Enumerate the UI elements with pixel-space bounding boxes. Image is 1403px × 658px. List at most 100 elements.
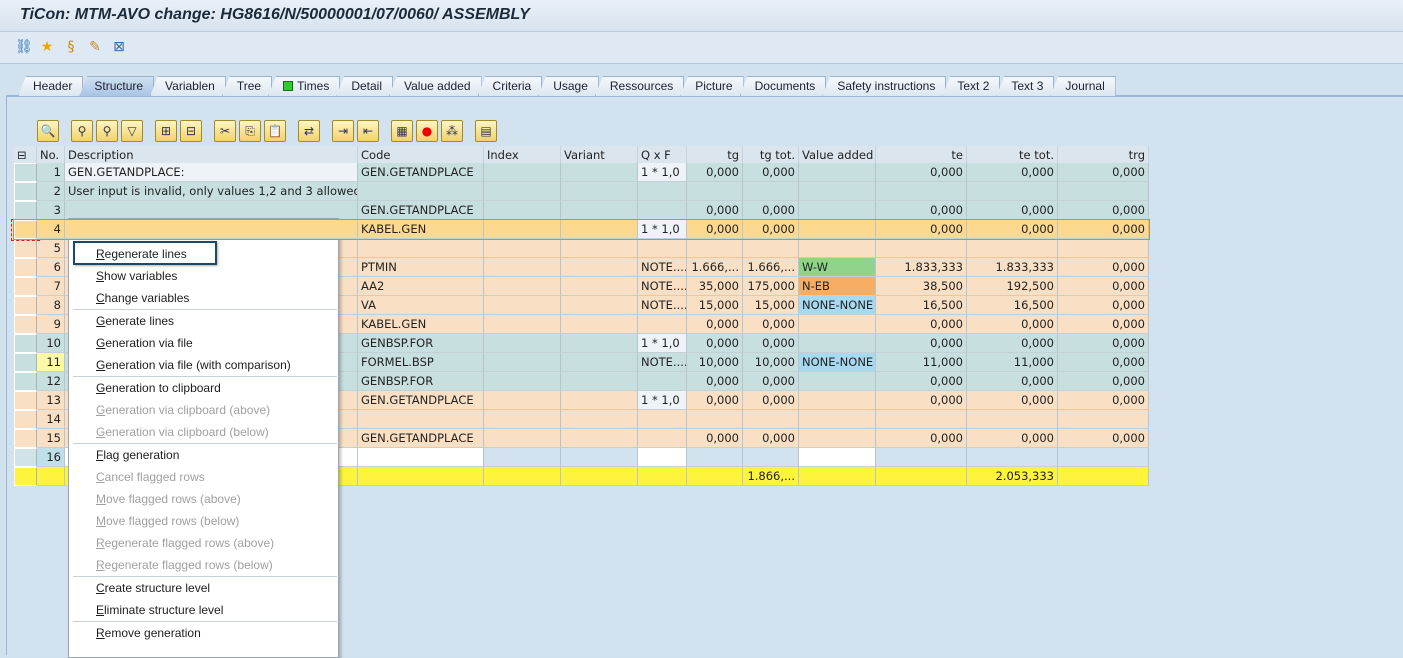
menu-item-flag-generation[interactable]: Flag generation (69, 444, 338, 466)
cell-desc[interactable]: GEN.GETANDPLACE: (65, 163, 358, 182)
row-selector[interactable] (14, 239, 37, 258)
row-selector[interactable] (14, 201, 37, 220)
copy-button[interactable]: ⎘ (239, 120, 261, 142)
cell-qxf[interactable] (638, 448, 687, 467)
cell-qxf[interactable]: NOTE.... (638, 296, 687, 315)
tab-ressources[interactable]: Ressources (594, 76, 685, 96)
cell-desc[interactable]: User input is invalid, only values 1,2 a… (65, 182, 358, 201)
structure-button[interactable]: ▦ (391, 120, 413, 142)
cell-qxf[interactable]: 1 * 1,0 (638, 163, 687, 182)
export-button[interactable]: ⇤ (357, 120, 379, 142)
delete-row-button[interactable]: ⊟ (180, 120, 202, 142)
row-selector[interactable] (14, 429, 37, 448)
details-button[interactable]: 🔍 (37, 120, 59, 142)
total-tetot: 2.053,333 (967, 467, 1058, 486)
cell-qxf[interactable] (638, 372, 687, 391)
row-selector[interactable] (14, 372, 37, 391)
cell-tetot: 0,000 (967, 315, 1058, 334)
row-selector[interactable] (14, 334, 37, 353)
cell-qxf[interactable]: 1 * 1,0 (638, 334, 687, 353)
tab-tree[interactable]: Tree (221, 76, 273, 96)
tab-variablen[interactable]: Variablen (150, 76, 226, 96)
stop-button[interactable]: ● (416, 120, 438, 142)
tab-journal[interactable]: Journal (1050, 76, 1116, 96)
menu-item-show-variables[interactable]: Show variables (69, 265, 338, 287)
cell-code (358, 448, 484, 467)
import-button[interactable]: ⇥ (332, 120, 354, 142)
tab-times[interactable]: Times (268, 76, 341, 96)
network-button[interactable]: ⁂ (441, 120, 463, 142)
close-box-icon[interactable]: ⊠ (113, 39, 125, 55)
tab-value-added[interactable]: Value added (389, 76, 482, 96)
menu-item-generation-via-clipboard-above: Generation via clipboard (above) (69, 399, 338, 421)
menu-item-change-variables[interactable]: Change variables (69, 287, 338, 309)
tab-text-2[interactable]: Text 2 (942, 76, 1001, 96)
tab-structure[interactable]: Structure (79, 76, 155, 96)
cell-qxf[interactable] (638, 182, 687, 201)
cell-qxf[interactable] (638, 315, 687, 334)
cell-index (484, 372, 561, 391)
row-selector[interactable] (14, 315, 37, 334)
row-selector[interactable] (14, 163, 37, 182)
menu-item-generation-via-file-with-comparison[interactable]: Generation via file (with comparison) (69, 354, 338, 376)
cell-variant (561, 182, 638, 201)
tab-text-3[interactable]: Text 3 (996, 76, 1055, 96)
row-selector[interactable] (14, 277, 37, 296)
binoculars-icon[interactable]: ⛓ (15, 39, 33, 55)
cell-desc[interactable] (65, 220, 358, 239)
filter-button[interactable]: ▽ (121, 120, 143, 142)
toolbar-separator (146, 120, 152, 142)
table-row[interactable]: 4 KABEL.GEN 1 * 1,0 0,000 0,000 0,000 0,000 0,0… (13, 219, 1150, 240)
insert-row-button[interactable]: ⊞ (155, 120, 177, 142)
menu-item-regenerate-lines[interactable]: Regenerate lines (69, 243, 338, 265)
row-selector[interactable] (14, 353, 37, 372)
tab-usage[interactable]: Usage (538, 76, 599, 96)
table-row[interactable]: 1 GEN.GETANDPLACE: GEN.GETANDPLACE 1 * 1,0 0… (14, 163, 1149, 182)
cell-qxf[interactable] (638, 429, 687, 448)
menu-item-generation-to-clipboard[interactable]: Generation to clipboard (69, 377, 338, 399)
row-selector[interactable] (14, 410, 37, 429)
row-selector[interactable] (14, 448, 37, 467)
row-selector[interactable] (14, 258, 37, 277)
cell-qxf[interactable]: 1 * 1,0 (638, 220, 687, 239)
cell-qxf[interactable]: NOTE.... (638, 277, 687, 296)
star-icon[interactable]: ★ (40, 39, 54, 55)
scroll-icon[interactable]: § (67, 39, 75, 55)
tab-safety-instructions[interactable]: Safety instructions (822, 76, 947, 96)
table-row[interactable]: 2 User input is invalid, only values 1,2 … (14, 182, 1149, 201)
cell-tetot: 0,000 (967, 372, 1058, 391)
menu-item-remove-generation[interactable]: Remove generation (69, 622, 338, 644)
table-row[interactable]: 3 GEN.GETANDPLACE 0,000 0,000 0,000 0,000 0,00… (14, 201, 1149, 220)
cell-qxf[interactable]: NOTE.... (638, 353, 687, 372)
layout-icon: ▤ (480, 124, 492, 138)
cell-qxf[interactable]: NOTE.... (638, 258, 687, 277)
row-selector[interactable] (14, 220, 37, 239)
tab-documents[interactable]: Documents (739, 76, 827, 96)
transfer-button[interactable]: ⇄ (298, 120, 320, 142)
row-selector[interactable] (14, 296, 37, 315)
cell-va (799, 201, 876, 220)
cut-button[interactable]: ✂ (214, 120, 236, 142)
row-selector[interactable] (14, 467, 37, 486)
row-selector[interactable] (14, 391, 37, 410)
layout-button[interactable]: ▤ (475, 120, 497, 142)
cell-qxf[interactable] (638, 239, 687, 258)
row-selector[interactable] (14, 182, 37, 201)
tab-criteria[interactable]: Criteria (477, 76, 543, 96)
find-next-button[interactable]: ⚲ (96, 120, 118, 142)
cell-qxf[interactable] (638, 410, 687, 429)
menu-item-generation-via-file[interactable]: Generation via file (69, 332, 338, 354)
menu-item-create-structure-level[interactable]: Create structure level (69, 577, 338, 599)
tab-picture[interactable]: Picture (680, 76, 744, 96)
cell-qxf[interactable] (638, 201, 687, 220)
find-button[interactable]: ⚲ (71, 120, 93, 142)
cell-te: 0,000 (876, 429, 967, 448)
menu-item-eliminate-structure-level[interactable]: Eliminate structure level (69, 599, 338, 621)
tab-header[interactable]: Header (18, 76, 84, 96)
cell-qxf[interactable]: 1 * 1,0 (638, 391, 687, 410)
menu-item-generate-lines[interactable]: Generate lines (69, 310, 338, 332)
table-row[interactable]: 8 VA NOTE.... 15,000 15,000 NONE-NONE 16,500 16… (14, 296, 1149, 315)
paste-button[interactable]: 📋 (264, 120, 286, 142)
edit-icon[interactable]: ✎ (89, 39, 101, 55)
tab-detail[interactable]: Detail (336, 76, 394, 96)
